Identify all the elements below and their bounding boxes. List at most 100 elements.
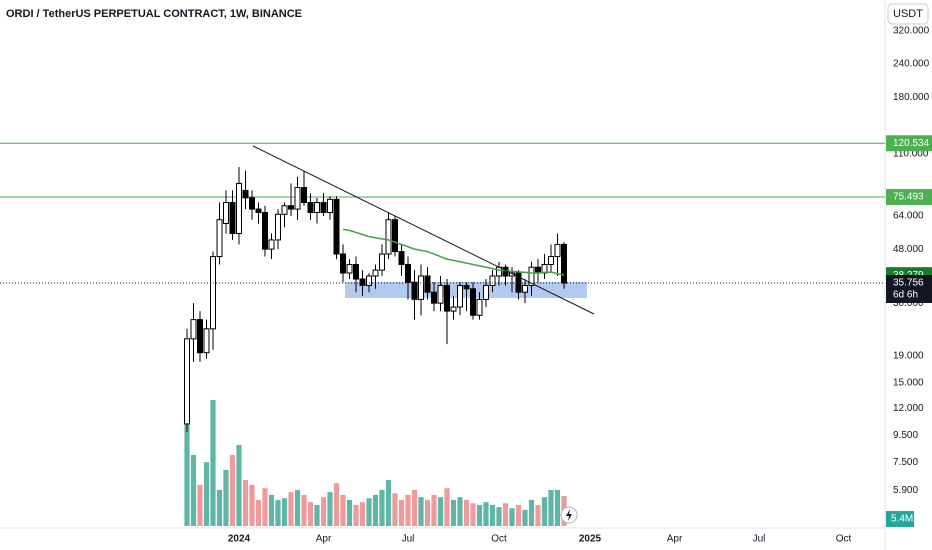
- trend-line: [252, 145, 595, 315]
- x-tick-label: 2024: [228, 534, 251, 545]
- candle-body: [301, 187, 307, 204]
- volume-bar: [190, 454, 197, 526]
- volume-bar: [268, 494, 275, 526]
- volume-bar: [203, 462, 210, 526]
- volume-bar: [385, 479, 392, 526]
- candle-body: [255, 208, 262, 214]
- volume-bar: [450, 499, 457, 526]
- candle-body: [359, 278, 366, 286]
- level-label-box: [886, 135, 932, 152]
- level-label-box: [886, 189, 932, 206]
- candle-body: [463, 284, 470, 290]
- volume-bar: [483, 502, 489, 526]
- candle-body: [184, 338, 190, 425]
- candle-body: [236, 182, 242, 234]
- volume-bar: [463, 499, 470, 526]
- candle-body: [314, 202, 320, 214]
- volume-bar: [431, 494, 437, 526]
- volume-bar: [216, 489, 223, 526]
- volume-bar: [398, 499, 405, 526]
- candle-body: [554, 243, 561, 258]
- volume-bar: [411, 489, 418, 526]
- volume-bar: [346, 499, 353, 526]
- candle-body: [444, 284, 450, 312]
- candle-body: [275, 213, 281, 241]
- candle-body: [197, 319, 203, 354]
- candle-body: [346, 263, 353, 274]
- volume-bar: [210, 399, 216, 526]
- candle-body: [262, 212, 268, 250]
- x-tick-label: Oct: [836, 534, 852, 545]
- y-tick-label: 110.000: [893, 148, 929, 159]
- candle-body: [281, 205, 288, 215]
- volume-bar: [515, 504, 522, 526]
- candle-body: [216, 219, 223, 258]
- volume-bar: [457, 497, 463, 526]
- volume-bar: [444, 488, 450, 526]
- volume-bar: [470, 503, 476, 526]
- volume-bar: [307, 502, 314, 526]
- candle-body: [470, 288, 476, 316]
- volume-bar: [476, 504, 483, 526]
- candle-body: [437, 284, 444, 304]
- candle-body: [489, 275, 496, 286]
- y-tick-label: 5.900: [893, 485, 918, 496]
- candle-body: [418, 275, 424, 300]
- candle-body: [223, 202, 229, 224]
- candle-body: [229, 202, 236, 234]
- y-tick-label: 64.000: [893, 211, 924, 222]
- candle-body: [210, 256, 216, 330]
- volume-bar: [327, 492, 333, 526]
- candle-body: [450, 306, 457, 312]
- volume-bar: [262, 488, 268, 526]
- candle-body: [385, 219, 392, 255]
- x-tick-label: Jul: [402, 534, 415, 545]
- candle-body: [268, 239, 275, 250]
- volume-bar: [275, 499, 281, 526]
- countdown-label: 6d 6h: [893, 290, 918, 301]
- price-label: 35.756: [893, 278, 924, 289]
- lightning-glyph: [566, 509, 572, 521]
- currency-button-label[interactable]: USDT: [893, 8, 923, 20]
- volume-bar: [548, 489, 554, 526]
- currency-button[interactable]: [887, 3, 929, 25]
- candle-body: [548, 256, 554, 265]
- volume-bar: [242, 479, 249, 526]
- candle-body: [242, 189, 249, 199]
- volume-bar: [372, 494, 379, 526]
- candle-body: [327, 198, 333, 214]
- volume-bar: [229, 454, 236, 526]
- y-tick-label: 15.000: [893, 378, 924, 389]
- y-tick-label: 48.000: [893, 244, 924, 255]
- y-tick-label: 320.000: [893, 26, 930, 37]
- y-tick-label: 7.500: [893, 457, 918, 468]
- volume-bar: [223, 469, 229, 526]
- volume-label: 5.4M: [891, 514, 913, 525]
- candle-body: [320, 202, 327, 214]
- volume-bar: [437, 497, 444, 526]
- y-tick-label: 12.000: [893, 403, 924, 414]
- volume-bar: [359, 502, 366, 526]
- volume-bar: [509, 508, 515, 526]
- volume-label-box: [886, 511, 914, 527]
- volume-bar: [197, 484, 203, 526]
- volume-bar: [249, 484, 255, 526]
- volume-bar: [366, 498, 372, 526]
- y-tick-label: 180.000: [893, 92, 930, 103]
- candle-body: [340, 253, 346, 274]
- candle-body: [424, 275, 431, 293]
- volume-bar: [320, 497, 327, 526]
- candle-body: [190, 319, 197, 340]
- volume-bar: [502, 503, 509, 526]
- price-label-box: [886, 274, 932, 303]
- volume-bar: [554, 489, 561, 526]
- x-tick-label: 2025: [579, 534, 602, 545]
- volume-bar: [288, 492, 294, 526]
- candle-body: [372, 269, 379, 277]
- volume-bar: [418, 497, 424, 526]
- volume-bar: [489, 504, 496, 526]
- volume-bar: [535, 504, 541, 526]
- x-tick-label: Apr: [316, 534, 332, 545]
